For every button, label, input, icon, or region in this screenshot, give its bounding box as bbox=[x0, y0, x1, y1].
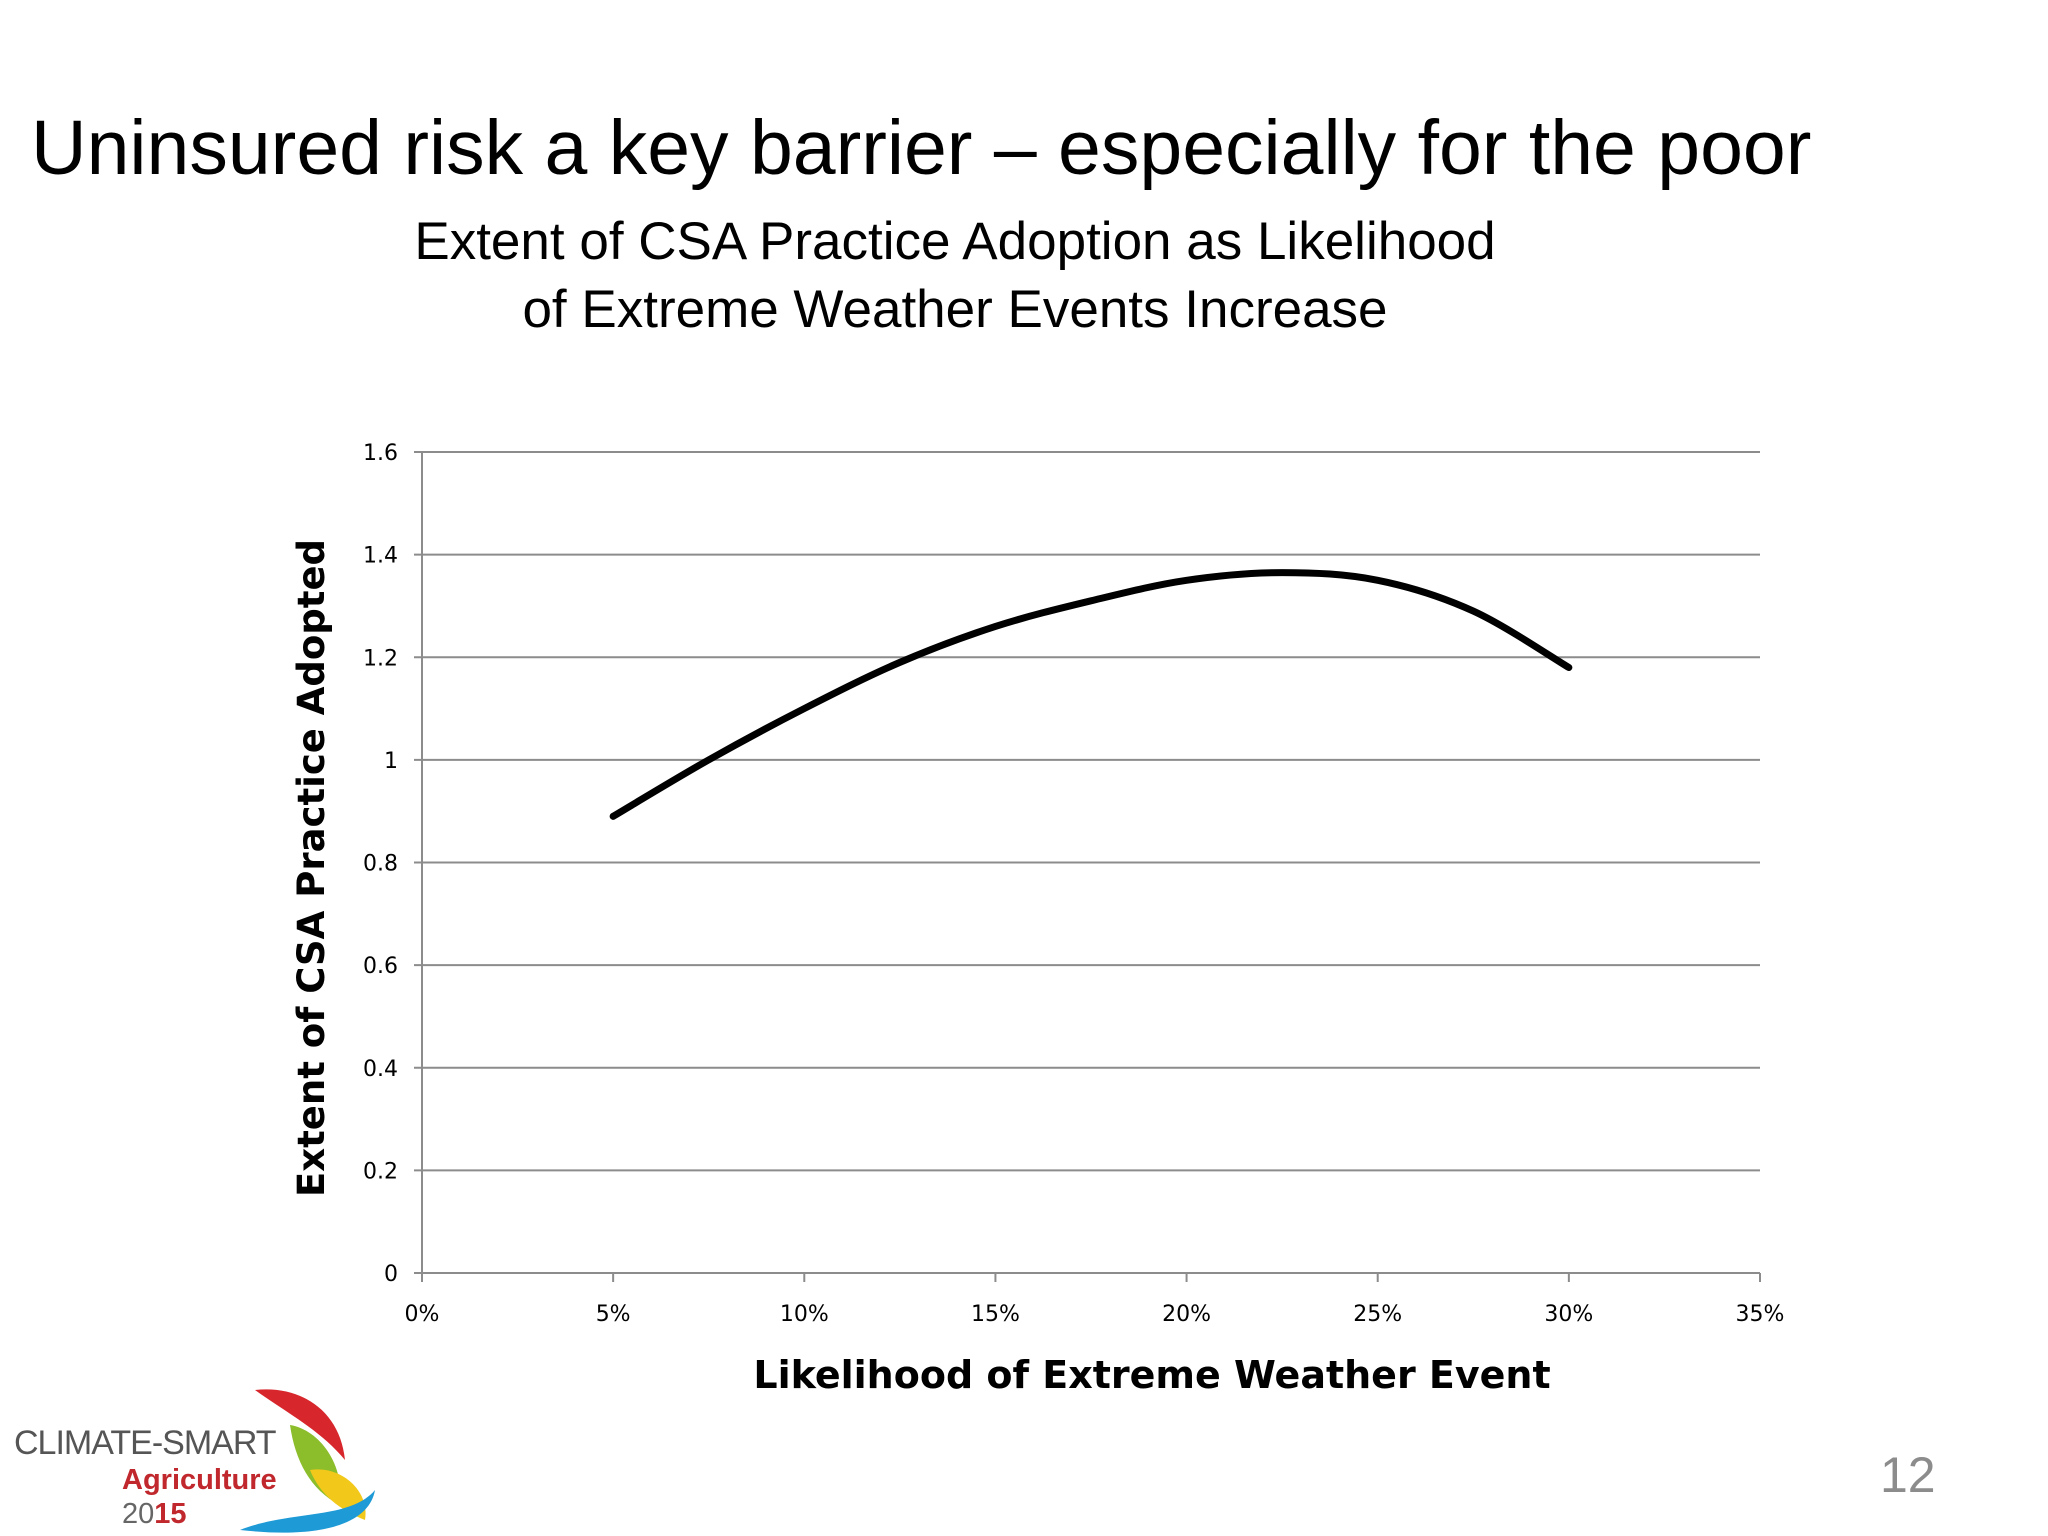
y-tick-label: 0.4 bbox=[363, 1057, 398, 1082]
chart-title: Extent of CSA Practice Adoption as Likel… bbox=[290, 208, 1620, 344]
y-tick-label: 0.2 bbox=[363, 1159, 398, 1184]
y-tick-label: 1.6 bbox=[363, 441, 398, 466]
x-tick-label: 10% bbox=[780, 1302, 829, 1327]
slide-title: Uninsured risk a key barrier – especiall… bbox=[31, 105, 1812, 191]
gridlines bbox=[422, 451, 1760, 1172]
tick-labels: 0 0.2 0.4 0.6 0.8 1 1.2 1.4 1.6 0% 5% 10% 15% 20% 25% 3… bbox=[363, 441, 1784, 1327]
climate-smart-logo: CLIMATE-SMART Agriculture 2015 bbox=[10, 1370, 380, 1536]
x-tick-label: 0% bbox=[405, 1302, 440, 1327]
x-tick-label: 15% bbox=[971, 1302, 1020, 1327]
x-tick-label: 25% bbox=[1353, 1302, 1402, 1327]
chart-title-line2: of Extreme Weather Events Increase bbox=[522, 280, 1388, 339]
chart-title-line1: Extent of CSA Practice Adoption as Likel… bbox=[414, 212, 1496, 271]
logo-line2: Agriculture bbox=[122, 1464, 277, 1496]
x-tick-label: 35% bbox=[1736, 1302, 1785, 1327]
y-tick-label: 0.8 bbox=[363, 852, 398, 877]
y-tick-label: 1.4 bbox=[363, 544, 398, 569]
y-axis-label: Extent of CSA Practice Adopted bbox=[290, 539, 333, 1197]
page-number: 12 bbox=[1880, 1447, 1936, 1503]
x-axis-label: Likelihood of Extreme Weather Event bbox=[753, 1353, 1550, 1397]
series-line bbox=[609, 569, 1573, 820]
logo-year: 2015 bbox=[122, 1498, 187, 1530]
y-tick-label: 1.2 bbox=[363, 646, 398, 671]
series bbox=[609, 569, 1573, 820]
axes bbox=[414, 451, 1761, 1282]
x-tick-label: 20% bbox=[1162, 1302, 1211, 1327]
x-tick-label: 5% bbox=[596, 1302, 631, 1327]
x-tick-label: 30% bbox=[1544, 1302, 1593, 1327]
y-tick-label: 0 bbox=[384, 1262, 398, 1287]
logo-line1: CLIMATE-SMART bbox=[14, 1424, 277, 1462]
y-tick-label: 1 bbox=[384, 749, 398, 774]
leaf-logo-icon bbox=[240, 1389, 375, 1533]
y-tick-label: 0.6 bbox=[363, 954, 398, 979]
